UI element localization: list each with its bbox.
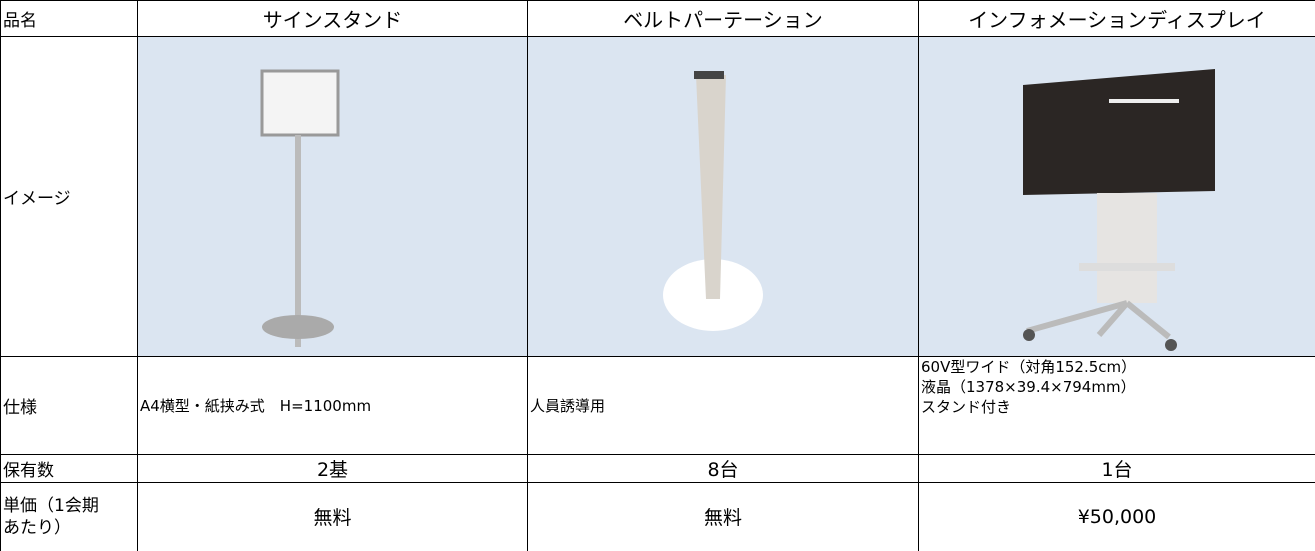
row-label: イメージ — [1, 37, 138, 357]
sign-stand-image — [138, 37, 528, 356]
price-cell: 無料 — [528, 483, 919, 551]
spec-row: 仕様 A4横型・紙挟み式 H=1100mm 人員誘導用 60V型ワイド（対角15… — [1, 357, 1315, 455]
price-cell: 無料 — [138, 483, 528, 551]
price-cell: ¥50,000 — [919, 483, 1315, 551]
row-label: 仕様 — [1, 357, 138, 455]
spec-cell: 60V型ワイド（対角152.5cm） 液晶（1378×39.4×794mm） ス… — [919, 357, 1315, 455]
header-row: 品名 サインスタンド ベルトパーテーション インフォメーションディスプレイ — [1, 1, 1315, 37]
spec-line: 60V型ワイド（対角152.5cm） — [921, 357, 1313, 377]
spec-line: A4横型・紙挟み式 H=1100mm — [140, 397, 371, 415]
belt-partition-image — [528, 37, 919, 356]
spec-line: 液晶（1378×39.4×794mm） — [921, 377, 1313, 397]
image-cell — [138, 37, 528, 357]
price-row: 単価（1会期 あたり） 無料 無料 ¥50,000 — [1, 483, 1315, 551]
spec-line: スタンド付き — [921, 397, 1313, 417]
image-row: イメージ — [1, 37, 1315, 357]
count-cell: 1台 — [919, 455, 1315, 483]
label-line: あたり） — [3, 517, 135, 539]
count-cell: 2基 — [138, 455, 528, 483]
spec-cell: 人員誘導用 — [528, 357, 919, 455]
header-cell: サインスタンド — [138, 1, 528, 37]
display-image — [919, 37, 1315, 356]
header-cell: インフォメーションディスプレイ — [919, 1, 1315, 37]
count-cell: 8台 — [528, 455, 919, 483]
spec-cell: A4横型・紙挟み式 H=1100mm — [138, 357, 528, 455]
count-row: 保有数 2基 8台 1台 — [1, 455, 1315, 483]
image-cell — [528, 37, 919, 357]
header-cell: 品名 — [1, 1, 138, 37]
row-label: 単価（1会期 あたり） — [1, 483, 138, 551]
spec-line: 人員誘導用 — [530, 397, 605, 415]
label-line: 単価（1会期 — [3, 495, 135, 517]
image-cell — [919, 37, 1315, 357]
header-cell: ベルトパーテーション — [528, 1, 919, 37]
row-label: 保有数 — [1, 455, 138, 483]
